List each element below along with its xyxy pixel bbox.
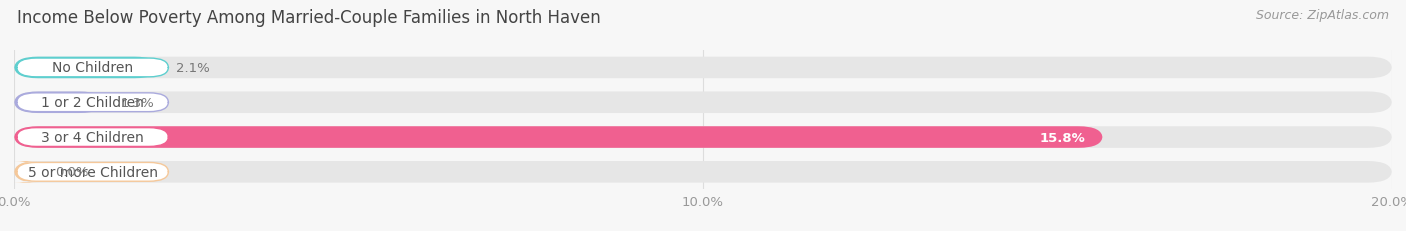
- FancyBboxPatch shape: [14, 92, 1392, 113]
- FancyBboxPatch shape: [14, 127, 1102, 148]
- FancyBboxPatch shape: [17, 163, 169, 182]
- FancyBboxPatch shape: [14, 127, 1392, 148]
- FancyBboxPatch shape: [14, 58, 159, 79]
- FancyBboxPatch shape: [14, 58, 1392, 79]
- FancyBboxPatch shape: [17, 59, 169, 77]
- FancyBboxPatch shape: [17, 93, 169, 112]
- Text: 1 or 2 Children: 1 or 2 Children: [41, 96, 143, 110]
- Text: 15.8%: 15.8%: [1039, 131, 1085, 144]
- FancyBboxPatch shape: [14, 92, 104, 113]
- FancyBboxPatch shape: [14, 161, 38, 183]
- FancyBboxPatch shape: [17, 128, 169, 147]
- Text: Income Below Poverty Among Married-Couple Families in North Haven: Income Below Poverty Among Married-Coupl…: [17, 9, 600, 27]
- Text: 2.1%: 2.1%: [176, 62, 209, 75]
- Text: 3 or 4 Children: 3 or 4 Children: [41, 131, 143, 144]
- FancyBboxPatch shape: [14, 161, 1392, 183]
- Text: 1.3%: 1.3%: [121, 96, 155, 109]
- Text: Source: ZipAtlas.com: Source: ZipAtlas.com: [1256, 9, 1389, 22]
- Text: 5 or more Children: 5 or more Children: [28, 165, 157, 179]
- Text: No Children: No Children: [52, 61, 134, 75]
- Text: 0.0%: 0.0%: [55, 166, 89, 179]
